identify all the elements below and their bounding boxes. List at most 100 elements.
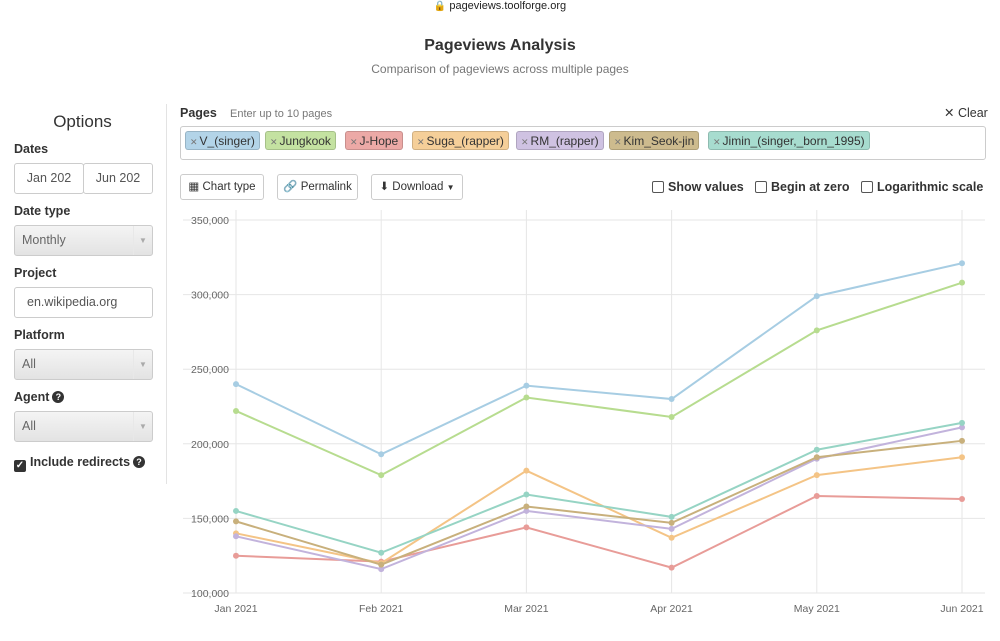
options-title: Options: [53, 112, 112, 131]
project-input[interactable]: en.wikipedia.org: [14, 287, 153, 318]
date-type-label: Date type: [14, 204, 71, 218]
remove-icon[interactable]: ✕: [417, 137, 425, 147]
page-tag-kim-seok-jin[interactable]: ✕ Kim_Seok-jin: [609, 131, 700, 150]
remove-icon[interactable]: ✕: [521, 137, 529, 147]
y-tick-label: 350,000: [191, 215, 229, 227]
log-scale-checkbox[interactable]: [861, 181, 873, 193]
page-tag-suga[interactable]: ✕ Suga_(rapper): [412, 131, 509, 150]
x-tick-label: Mar 2021: [504, 603, 549, 615]
data-point-j-hope: [668, 564, 675, 571]
data-point-rm-rapper: [378, 566, 385, 573]
page-title: Pageviews Analysis: [424, 37, 576, 54]
log-scale-option[interactable]: Logarithmic scale: [861, 180, 983, 194]
page-tag-jimin[interactable]: ✕ Jimin_(singer,_born_1995): [708, 131, 870, 150]
agent-value: All: [22, 419, 36, 433]
agent-select[interactable]: All ▼: [14, 411, 153, 442]
browser-url-bar[interactable]: 🔒 pageviews.toolforge.org: [0, 0, 1000, 14]
date-type-value: Monthly: [22, 233, 66, 247]
begin-at-zero-checkbox[interactable]: [755, 181, 767, 193]
platform-select[interactable]: All ▼: [14, 349, 153, 380]
chart-axes: 100,000 150,000 200,000 250,000 300,000 350,0…: [191, 215, 984, 615]
begin-at-zero-label: Begin at zero: [771, 180, 850, 194]
y-tick-label: 200,000: [191, 439, 229, 451]
log-scale-label: Logarithmic scale: [877, 180, 984, 194]
include-redirects-checkbox[interactable]: ✓: [14, 460, 26, 472]
include-redirects-row: ✓ Include redirects?: [14, 455, 146, 472]
page-tag-label: Suga_(rapper): [426, 134, 504, 148]
data-point-jimin-singer-born-1995: [378, 549, 385, 556]
agent-label: Agent: [14, 390, 50, 404]
permalink-button[interactable]: 🔗 Permalink: [277, 174, 358, 200]
data-point-jungkook: [959, 279, 965, 286]
include-redirects-label: Include redirects: [30, 455, 131, 469]
date-end-input[interactable]: Jun 202: [83, 163, 153, 194]
close-icon: ✕: [944, 106, 955, 120]
data-point-jimin-singer-born-1995: [959, 419, 965, 426]
data-point-suga-rapper: [668, 534, 675, 541]
data-point-j-hope: [959, 496, 965, 503]
y-tick-label: 300,000: [191, 290, 229, 302]
sidebar-divider: [166, 104, 167, 484]
pages-input[interactable]: [180, 126, 986, 160]
chevron-down-icon: ▼: [133, 412, 152, 441]
x-tick-label: May 2021: [794, 603, 840, 615]
y-tick-label: 100,000: [191, 588, 229, 600]
data-point-suga-rapper: [959, 454, 965, 461]
data-point-jungkook: [813, 327, 820, 334]
pages-label: Pages: [180, 106, 217, 120]
show-values-option[interactable]: Show values: [652, 180, 744, 194]
download-button[interactable]: ⬇ Download ▼: [371, 174, 463, 200]
data-point-kim-seok-jin: [523, 503, 530, 510]
remove-icon[interactable]: ✕: [350, 137, 358, 147]
help-icon[interactable]: ?: [133, 456, 146, 468]
page-tag-label: J-Hope: [359, 134, 399, 148]
chevron-down-icon: ▼: [133, 350, 152, 379]
pages-hint: Enter up to 10 pages: [230, 108, 333, 120]
lock-icon: 🔒: [433, 1, 447, 12]
data-point-kim-seok-jin: [959, 437, 965, 444]
page-tag-v-singer[interactable]: ✕ V_(singer): [185, 131, 260, 150]
chart-type-button[interactable]: ▦ Chart type: [180, 174, 264, 200]
data-point-v-singer: [523, 382, 530, 389]
x-tick-label: Jan 2021: [214, 603, 257, 615]
x-tick-label: Apr 2021: [650, 603, 693, 615]
y-tick-label: 150,000: [191, 513, 229, 525]
clear-label: Clear: [957, 106, 988, 120]
begin-at-zero-option[interactable]: Begin at zero: [755, 180, 850, 194]
x-tick-label: Jun 2021: [940, 603, 983, 615]
date-start-input[interactable]: Jan 202: [14, 163, 84, 194]
data-point-jungkook: [523, 394, 530, 401]
data-point-j-hope: [523, 524, 530, 531]
clear-button[interactable]: ✕ Clear: [944, 105, 988, 120]
series-line-jimin-singer-born-1995: [235, 421, 963, 554]
data-point-jimin-singer-born-1995: [668, 513, 675, 520]
data-point-v-singer: [233, 381, 239, 388]
data-point-jungkook: [378, 472, 385, 479]
agent-label-row: Agent?: [14, 390, 65, 404]
data-point-suga-rapper: [813, 472, 820, 479]
page-tag-j-hope[interactable]: ✕ J-Hope: [345, 131, 404, 150]
dates-label: Dates: [14, 142, 49, 156]
chart-series: [233, 260, 965, 573]
caret-down-icon: ▼: [446, 183, 455, 192]
remove-icon[interactable]: ✕: [614, 137, 622, 147]
show-values-checkbox[interactable]: [652, 181, 664, 193]
grid-icon: ▦: [188, 181, 200, 193]
remove-icon[interactable]: ✕: [713, 137, 721, 147]
page-subtitle: Comparison of pageviews across multiple …: [371, 62, 629, 76]
download-label: Download: [392, 181, 444, 193]
page-tag-label: V_(singer): [199, 134, 255, 148]
date-type-select[interactable]: Monthly ▼: [14, 225, 153, 256]
data-point-jungkook: [233, 407, 239, 414]
remove-icon[interactable]: ✕: [270, 137, 278, 147]
series-line-v-singer: [235, 262, 963, 456]
link-icon: 🔗: [283, 181, 298, 193]
help-icon[interactable]: ?: [52, 391, 65, 403]
page-tag-label: Jimin_(singer,_born_1995): [722, 134, 865, 148]
page-tag-jungkook[interactable]: ✕ Jungkook: [265, 131, 336, 150]
remove-icon[interactable]: ✕: [190, 137, 198, 147]
platform-value: All: [22, 357, 36, 371]
data-point-suga-rapper: [523, 467, 530, 474]
page-tag-rm[interactable]: ✕ RM_(rapper): [516, 131, 604, 150]
